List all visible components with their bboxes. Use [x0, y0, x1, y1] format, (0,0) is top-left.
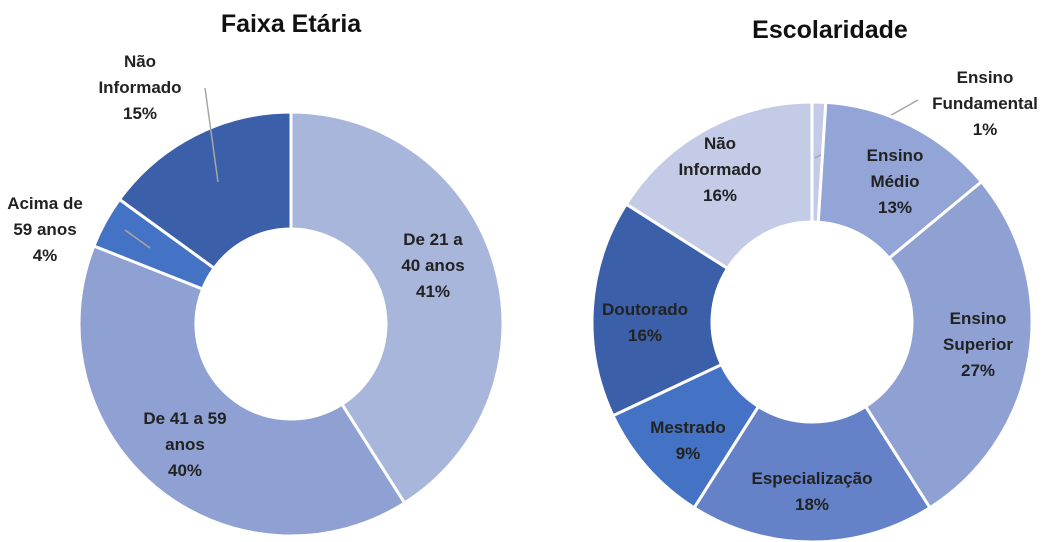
slice-label: De 21 a 40 anos 41%: [393, 227, 473, 305]
chart-title: Faixa Etária: [221, 10, 362, 38]
donut-slice: [117, 110, 293, 271]
donut-slice: [590, 202, 730, 418]
slice-label: Ensino Superior 27%: [938, 306, 1018, 384]
category-label: De 41 a 59 anos: [143, 409, 227, 454]
category-label: De 21 a 40 anos: [401, 230, 465, 275]
slice-label: Ensino Médio 13%: [855, 143, 935, 221]
value-label: 18%: [794, 495, 830, 514]
donut-slice: [816, 100, 984, 261]
value-label: 41%: [415, 282, 451, 301]
leader-line: [124, 229, 151, 249]
donut-slice: [77, 244, 407, 538]
category-label: Especialização: [751, 469, 873, 488]
value-label: 40%: [167, 461, 203, 480]
value-label: 15%: [122, 104, 158, 123]
value-label: 16%: [627, 326, 663, 345]
donut-slice: [624, 100, 814, 271]
category-label: Ensino Superior: [943, 309, 1013, 354]
slice-label: Ensino Fundamental 1%: [925, 65, 1045, 143]
slice-label: Especialização 18%: [737, 466, 887, 518]
slice-label: Mestrado 9%: [643, 415, 733, 467]
leader-line: [204, 87, 219, 183]
category-label: Ensino Fundamental: [932, 68, 1038, 113]
chart-title: Escolaridade: [752, 16, 908, 44]
category-label: Mestrado: [650, 418, 726, 437]
value-label: 1%: [972, 120, 998, 139]
value-label: 9%: [675, 444, 701, 463]
slice-label: Acima de 59 anos 4%: [5, 191, 85, 269]
slice-label: Não Informado 15%: [85, 49, 195, 127]
value-label: 4%: [32, 246, 58, 265]
slice-label: De 41 a 59 anos 40%: [140, 406, 230, 484]
category-label: Ensino Médio: [866, 146, 924, 191]
donut-slice: [863, 179, 1034, 510]
value-label: 16%: [702, 186, 738, 205]
category-label: Não Informado: [98, 52, 182, 97]
slice-label: Doutorado 16%: [590, 297, 700, 349]
donut-slice: [692, 404, 932, 542]
category-label: Acima de 59 anos: [7, 194, 83, 239]
slice-label: Não Informado 16%: [665, 131, 775, 209]
category-label: Doutorado: [602, 300, 688, 319]
category-label: Não Informado: [678, 134, 762, 179]
value-label: 27%: [960, 361, 996, 380]
value-label: 13%: [877, 198, 913, 217]
